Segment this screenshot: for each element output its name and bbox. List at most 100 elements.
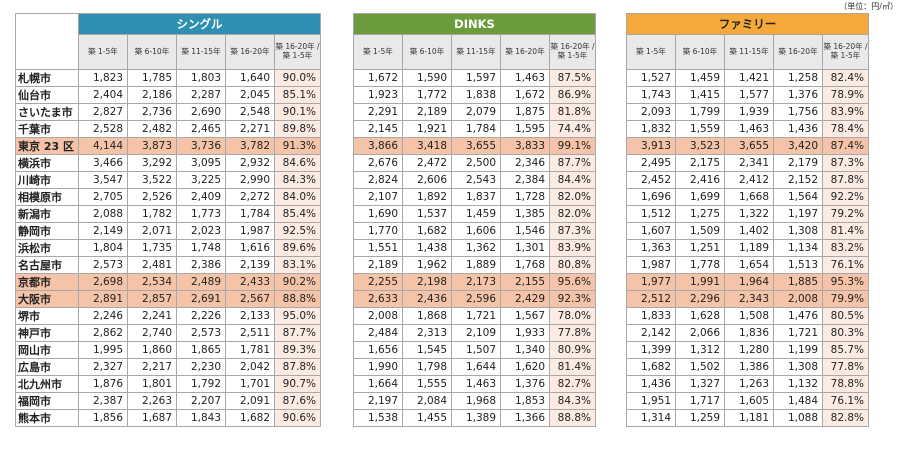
ratio-cell: 80.5% (822, 307, 869, 325)
rent-cell: 1,987 (626, 256, 676, 274)
table-row: 1,607 1,509 1,402 1,308 81.4% (626, 222, 869, 240)
table-row: 2,107 1,892 1,837 1,728 82.0% (353, 188, 596, 206)
ratio-cell: 86.9% (549, 86, 596, 104)
table-row: 1,923 1,772 1,838 1,672 86.9% (353, 86, 596, 104)
rent-cell: 2,404 (78, 86, 128, 104)
rent-cell: 1,463 (724, 120, 774, 138)
rent-cell: 2,042 (225, 358, 275, 376)
ratio-cell: 83.9% (822, 103, 869, 121)
rent-cell: 2,567 (225, 290, 275, 308)
rent-cell: 1,964 (724, 273, 774, 291)
ratio-cell: 82.7% (549, 375, 596, 393)
ratio-cell: 95.0% (274, 307, 321, 325)
rent-cell: 2,412 (724, 171, 774, 189)
table-row: 1,833 1,628 1,508 1,476 80.5% (626, 307, 869, 325)
ratio-cell: 82.0% (549, 205, 596, 223)
column-header: 築 1-5年 (78, 34, 128, 70)
ratio-cell: 91.3% (274, 137, 321, 155)
rent-cell: 3,655 (451, 137, 501, 155)
table-row: 札幌市 1,823 1,785 1,803 1,640 90.0% (15, 69, 321, 87)
ratio-cell: 89.8% (274, 120, 321, 138)
rent-cell: 1,280 (724, 341, 774, 359)
rent-cell: 2,179 (773, 154, 823, 172)
rent-cell: 1,892 (402, 188, 452, 206)
rent-cell: 1,798 (402, 358, 452, 376)
table-row: 千葉市 2,528 2,482 2,465 2,271 89.8% (15, 120, 321, 138)
city-name: 仙台市 (15, 86, 79, 104)
city-name: 岡山市 (15, 341, 79, 359)
rent-cell: 1,258 (773, 69, 823, 87)
ratio-cell: 82.4% (822, 69, 869, 87)
rent-cell: 3,655 (724, 137, 774, 155)
table-row: さいたま市 2,827 2,736 2,690 2,548 90.1% (15, 103, 321, 121)
rent-cell: 1,314 (626, 409, 676, 427)
rent-cell: 1,672 (353, 69, 403, 87)
rent-cell: 2,500 (451, 154, 501, 172)
column-header: 築 11-15年 (724, 34, 774, 70)
rent-cell: 2,217 (127, 358, 177, 376)
column-header: 築 1-5年 (626, 34, 676, 70)
rent-cell: 1,682 (626, 358, 676, 376)
rent-cell: 1,327 (675, 375, 725, 393)
rent-cell: 1,436 (773, 120, 823, 138)
rent-cell: 2,705 (78, 188, 128, 206)
rent-cell: 1,656 (353, 341, 403, 359)
rent-cell: 2,155 (500, 273, 550, 291)
rent-cell: 1,322 (724, 205, 774, 223)
column-header: 築 1-5年 (353, 34, 403, 70)
rent-cell: 3,522 (127, 171, 177, 189)
rent-cell: 1,385 (500, 205, 550, 223)
rent-cell: 1,415 (675, 86, 725, 104)
rent-cell: 2,386 (176, 256, 226, 274)
rent-cell: 1,308 (773, 358, 823, 376)
rent-cell: 2,197 (353, 392, 403, 410)
rent-cell: 1,838 (451, 86, 501, 104)
rent-cell: 2,241 (127, 307, 177, 325)
ratio-cell: 90.6% (274, 409, 321, 427)
ratio-cell: 77.8% (822, 358, 869, 376)
rent-cell: 2,633 (353, 290, 403, 308)
rent-cell: 1,301 (500, 239, 550, 257)
column-header: 築 16-20年 / 築 1-5年 (274, 34, 321, 70)
city-name: 広島市 (15, 358, 79, 376)
city-name: 千葉市 (15, 120, 79, 138)
table-row: 堺市 2,246 2,241 2,226 2,133 95.0% (15, 307, 321, 325)
rent-cell: 1,132 (773, 375, 823, 393)
table-row: 2,093 1,799 1,939 1,756 83.9% (626, 103, 869, 121)
rent-cell: 2,548 (225, 103, 275, 121)
rent-cell: 2,173 (451, 273, 501, 291)
ratio-cell: 77.8% (549, 324, 596, 342)
unit-label: （単位：円/㎡） (839, 2, 898, 11)
ratio-cell: 87.7% (274, 324, 321, 342)
ratio-cell: 90.1% (274, 103, 321, 121)
rent-cell: 1,484 (773, 392, 823, 410)
table-row: 岡山市 1,995 1,860 1,865 1,781 89.3% (15, 341, 321, 359)
table-row: 1,656 1,545 1,507 1,340 80.9% (353, 341, 596, 359)
rent-cell: 1,605 (724, 392, 774, 410)
table-row: 川崎市 3,547 3,522 3,225 2,990 84.3% (15, 171, 321, 189)
rent-cell: 2,287 (176, 86, 226, 104)
rent-cell: 1,181 (724, 409, 774, 427)
rent-cell: 2,484 (353, 324, 403, 342)
rent-cell: 1,768 (500, 256, 550, 274)
rent-cell: 1,308 (773, 222, 823, 240)
table-row: 福岡市 2,387 2,263 2,207 2,091 87.6% (15, 392, 321, 410)
city-name: 神戸市 (15, 324, 79, 342)
rent-cell: 1,538 (353, 409, 403, 427)
rent-cell: 1,436 (626, 375, 676, 393)
rent-cell: 2,690 (176, 103, 226, 121)
ratio-cell: 79.2% (822, 205, 869, 223)
rent-cell: 1,590 (402, 69, 452, 87)
rent-cell: 1,748 (176, 239, 226, 257)
rent-cell: 3,466 (78, 154, 128, 172)
rent-cell: 2,071 (127, 222, 177, 240)
city-name: 川崎市 (15, 171, 79, 189)
rent-cell: 1,837 (451, 188, 501, 206)
rent-cell: 2,857 (127, 290, 177, 308)
ratio-cell: 95.3% (822, 273, 869, 291)
ratio-cell: 87.3% (822, 154, 869, 172)
rent-cell: 1,577 (724, 86, 774, 104)
rent-cell: 1,690 (353, 205, 403, 223)
rent-cell: 1,778 (675, 256, 725, 274)
rent-cell: 1,399 (626, 341, 676, 359)
